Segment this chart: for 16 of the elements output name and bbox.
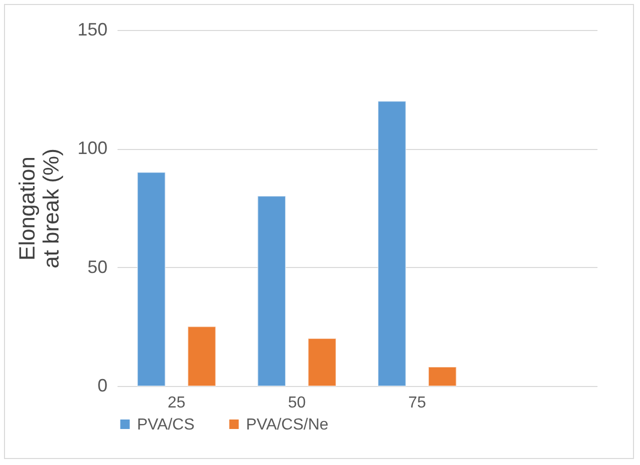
bar [428, 366, 457, 386]
bar [308, 338, 336, 386]
legend-label: PVA/CS [137, 416, 194, 434]
bar [187, 326, 216, 386]
legend-label: PVA/CS/Ne [246, 416, 328, 434]
y-tick-label: 150 [77, 20, 108, 40]
y-tick-label: 100 [77, 138, 108, 158]
y-axis-title: Elongation at break (%) [14, 148, 64, 268]
bar [136, 172, 166, 386]
x-tick-label: 50 [288, 394, 306, 412]
bar [378, 100, 406, 386]
x-tick-label: 25 [168, 394, 186, 412]
y-tick-label: 0 [97, 376, 108, 396]
y-tick-label: 50 [87, 256, 108, 277]
bar [257, 196, 286, 386]
x-tick-label: 75 [408, 394, 426, 412]
